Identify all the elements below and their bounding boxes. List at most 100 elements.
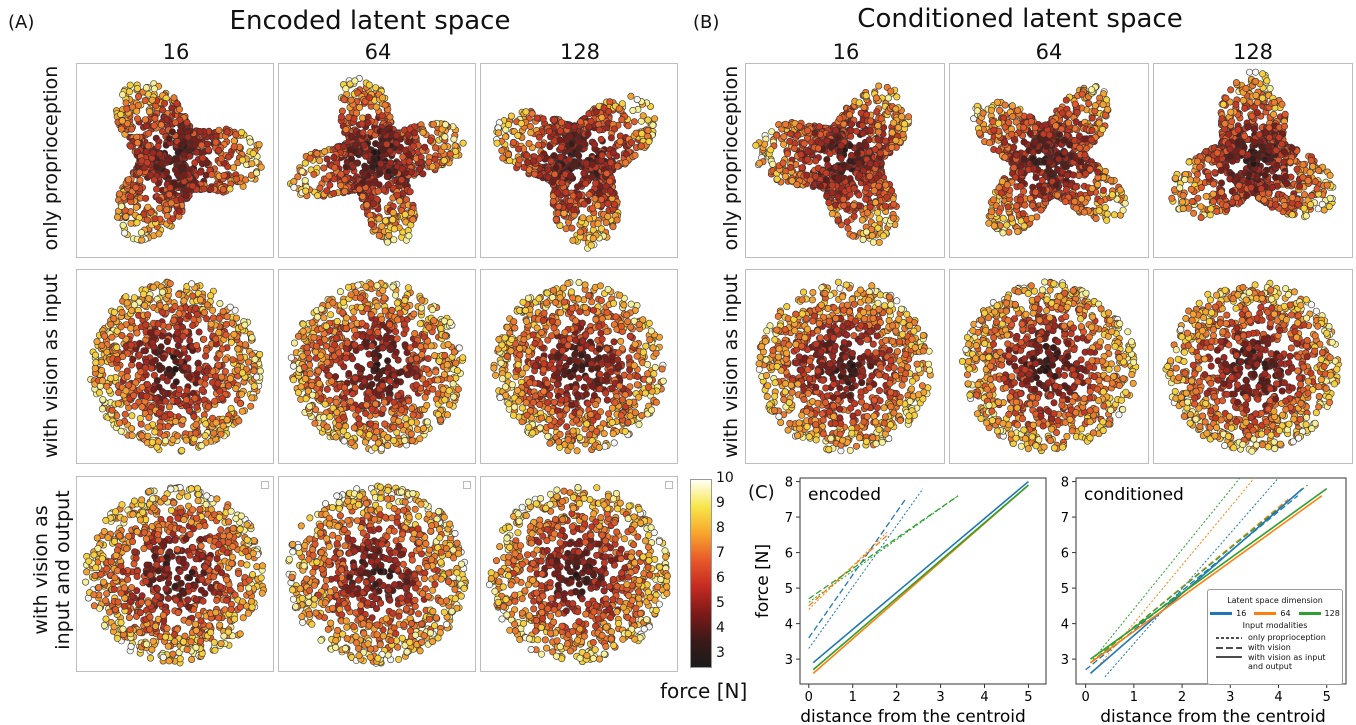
scatter-point [256,367,264,375]
scatter-point [186,337,194,345]
scatter-point [122,387,130,395]
scatter-point [195,328,203,336]
scatter-point [155,409,163,417]
scatter-point [117,125,125,133]
scatter-point [134,139,142,147]
scatter-point [340,400,348,408]
scatter-point [321,148,329,156]
scatter-point [189,182,197,190]
scatter-point [555,203,563,211]
scatter-point [92,351,100,359]
scatter-point [421,393,429,401]
scatter-point [171,302,179,310]
scatter-point [352,141,360,149]
scatter-point [310,333,318,341]
scatter-point [401,437,409,445]
scatter-point [348,155,356,163]
scatter-point [340,363,348,371]
scatter-point [607,134,615,142]
scatter-point [603,328,611,336]
scatter-point [535,141,543,149]
scatter-point [544,166,552,174]
scatter-point [343,339,351,347]
scatter-point [394,316,402,324]
scatter-point [351,77,359,85]
scatter-point [333,408,341,416]
scatter-point [190,435,198,443]
scatter-point [391,168,399,176]
scatter-point [144,203,152,211]
scatter-point [604,213,612,221]
scatter-point [373,428,381,436]
scatter-point [170,179,178,187]
scatter-point [387,344,395,352]
scatter-point [591,141,599,149]
scatter-point [247,402,255,410]
scatter-point [431,352,439,360]
scatter-point [153,443,161,451]
scatter-point [188,280,196,288]
scatter-point [384,357,392,365]
scatter-point [347,96,355,104]
scatter-point [406,362,414,370]
scatter-point [517,119,525,127]
scatter-point [389,216,397,224]
scatter-point [509,139,517,147]
scatter-point [544,432,552,440]
scatter-point [133,148,141,156]
scatter-point [152,395,160,403]
scatter-point [570,206,578,214]
scatter-point [379,94,387,102]
row-label-b-proprio: only proprioception [720,65,742,251]
scatter-point [98,377,106,385]
scatter-point [223,128,231,136]
scatter-point [454,385,462,393]
scatter-point [378,112,386,120]
scatter-point [180,345,188,353]
scatter-point [392,348,400,356]
scatter-point [350,424,358,432]
scatter-point [610,439,618,447]
col-label-a-128: 128 [559,40,601,64]
scatter-point [99,396,107,404]
scatter-point [376,371,384,379]
scatter-point [375,215,383,223]
scatter-point [128,432,136,440]
scatter-point [459,354,467,362]
scatter-point [135,361,143,369]
scatter-point [216,351,224,359]
scatter-point [141,301,149,309]
scatter-point [231,306,239,314]
scatter-point [337,170,345,178]
scatter-point [558,119,566,127]
scatter-point [604,200,612,208]
scatter-point [176,127,184,135]
scatter-point [190,413,198,421]
scatter-point [418,304,426,312]
scatter-point [212,419,220,427]
scatter-point [163,338,171,346]
scatter-point [408,418,416,426]
scatter-point [241,321,249,329]
scatter-point [218,373,226,381]
scatter-point [238,390,246,398]
scatter-point [217,155,225,163]
scatter-point [298,167,306,175]
scatter-point [522,364,530,372]
scatter-point [150,85,158,93]
scatter-point [393,377,401,385]
scatter-point [110,308,118,316]
scatter-point [645,319,653,327]
scatter-point [360,377,368,385]
scatter-point [343,314,351,322]
scatter-point [392,328,400,336]
scatter-point [582,180,590,188]
scatter-point [651,364,659,372]
scatter-point [158,332,166,340]
scatter-point [398,176,406,184]
scatter-point [356,429,364,437]
scatter-point [363,401,371,409]
scatter-point [133,329,141,337]
scatter-point [545,127,553,135]
scatter-point [597,329,605,337]
